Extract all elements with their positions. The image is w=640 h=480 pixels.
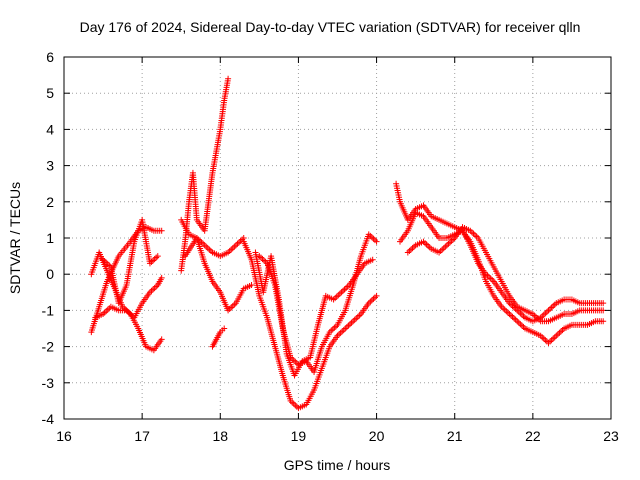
x-axis-ticks: 16 17 18 19 20 21 22 23 bbox=[56, 57, 619, 444]
y-tick-label: 6 bbox=[46, 49, 54, 65]
x-tick-label: 18 bbox=[212, 428, 228, 444]
y-tick-label: -3 bbox=[42, 375, 55, 391]
series-track-9 bbox=[240, 238, 380, 412]
y-tick-label: -1 bbox=[42, 302, 55, 318]
y-axis-ticks: -4 -3 -2 -1 0 1 2 3 4 5 6 bbox=[42, 49, 611, 427]
data-point bbox=[158, 274, 165, 281]
series-track-11 bbox=[252, 249, 376, 379]
data-point bbox=[373, 292, 380, 299]
data-point bbox=[600, 318, 607, 325]
y-tick-label: 4 bbox=[46, 121, 54, 137]
x-axis-label: GPS time / hours bbox=[284, 457, 391, 473]
y-tick-label: 2 bbox=[46, 194, 54, 210]
series-track-13 bbox=[397, 209, 607, 346]
data-point bbox=[225, 75, 232, 82]
x-tick-label: 17 bbox=[134, 428, 150, 444]
series-track-5 bbox=[178, 75, 232, 274]
data-point bbox=[221, 325, 228, 332]
y-tick-label: -2 bbox=[42, 339, 55, 355]
data-point bbox=[600, 300, 607, 307]
chart-title: Day 176 of 2024, Sidereal Day-to-day VTE… bbox=[80, 19, 581, 35]
x-tick-label: 22 bbox=[525, 428, 541, 444]
series-track-7 bbox=[182, 235, 255, 314]
series-track-8 bbox=[209, 325, 228, 350]
y-axis-label: SDTVAR / TECUs bbox=[7, 182, 23, 294]
x-tick-label: 23 bbox=[603, 428, 619, 444]
x-tick-label: 20 bbox=[369, 428, 385, 444]
series-track-14 bbox=[404, 224, 607, 325]
y-tick-label: 5 bbox=[46, 85, 54, 101]
data-point bbox=[154, 253, 161, 260]
x-tick-label: 19 bbox=[291, 428, 307, 444]
data-point bbox=[158, 227, 165, 234]
y-tick-label: 0 bbox=[46, 266, 54, 282]
data-points bbox=[88, 75, 607, 412]
data-point bbox=[158, 336, 165, 343]
x-tick-label: 21 bbox=[447, 428, 463, 444]
y-tick-label: 3 bbox=[46, 158, 54, 174]
series-track-4 bbox=[100, 216, 161, 307]
data-point bbox=[248, 282, 255, 289]
data-point bbox=[369, 256, 376, 263]
y-tick-label: 1 bbox=[46, 230, 54, 246]
x-tick-label: 16 bbox=[56, 428, 72, 444]
data-point bbox=[373, 238, 380, 245]
y-tick-label: -4 bbox=[42, 411, 55, 427]
series-track-3 bbox=[92, 274, 165, 321]
